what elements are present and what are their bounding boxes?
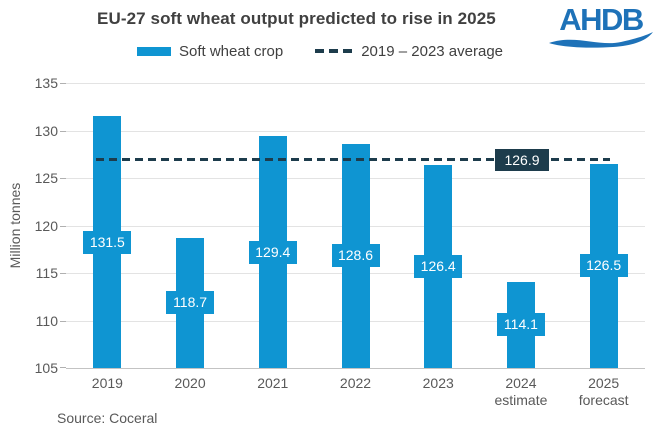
legend-bar-label: Soft wheat crop (178, 42, 284, 60)
legend-dash-swatch (315, 49, 354, 53)
x-axis-label: 2019 (65, 375, 149, 392)
x-axis-label: 2025 forecast (562, 375, 646, 409)
x-axis-label-line1: 2025 (588, 375, 620, 391)
y-axis-title: Million tonnes (7, 182, 23, 269)
average-line (96, 158, 610, 162)
legend-average-label: 2019 – 2023 average (361, 42, 504, 60)
average-line-label: 126.9 (495, 148, 549, 171)
y-tick (60, 367, 66, 368)
legend: Soft wheat crop 2019 – 2023 average (0, 42, 640, 60)
x-axis-label-line1: 2020 (174, 375, 206, 391)
bar-value-label: 118.7 (166, 291, 215, 315)
bar-value-label: 128.6 (331, 244, 380, 268)
y-tick-label: 105 (34, 360, 58, 376)
y-tick (60, 273, 66, 274)
x-axis-label-line1: 2021 (257, 375, 289, 391)
y-axis: 135 130 125 120 115 110 105 (24, 75, 58, 376)
x-axis-label: 2022 (314, 375, 398, 392)
x-axis-label: 2021 (231, 375, 315, 392)
y-tick (60, 83, 66, 84)
bar-value-label: 114.1 (496, 313, 545, 337)
x-axis-label-line2: estimate (494, 392, 548, 408)
y-tick (60, 178, 66, 179)
x-axis-label: 2024 estimate (479, 375, 563, 409)
ahdb-swoosh-icon (549, 32, 653, 48)
y-tick (60, 320, 66, 322)
x-axis-label-line2: forecast (578, 392, 629, 408)
x-axis-label-line1: 2024 (505, 375, 537, 391)
ahdb-logo: AHDB (545, 2, 657, 48)
y-tick-label: 115 (35, 265, 58, 281)
x-axis-label: 2023 (396, 375, 480, 392)
x-axis-label: 2020 (148, 375, 232, 392)
ahdb-logo-text: AHDB (559, 2, 644, 37)
y-tick (60, 130, 66, 132)
legend-item-average: 2019 – 2023 average (315, 43, 503, 60)
bar-value-label: 131.5 (83, 230, 132, 254)
bar-value-label: 126.5 (579, 254, 628, 278)
y-tick-label: 120 (34, 217, 58, 234)
bar-value-label: 126.4 (414, 254, 463, 278)
x-axis-label-line1: 2022 (339, 375, 372, 391)
y-tick-label: 135 (34, 75, 58, 91)
x-axis-label-line1: 2019 (91, 375, 123, 391)
y-tick-label: 130 (34, 122, 58, 139)
bar-value-label: 129.4 (248, 240, 297, 264)
legend-item-bar: Soft wheat crop (136, 42, 284, 60)
source-note: Source: Coceral (57, 410, 158, 426)
y-tick (60, 225, 66, 227)
chart-title: EU-27 soft wheat output predicted to ris… (97, 9, 496, 28)
gridline (66, 130, 645, 132)
x-axis-label-line1: 2023 (422, 375, 454, 391)
plot-area: 131.5 2019 118.7 2020 129.4 2021 128.6 2022 126.… (60, 83, 645, 408)
y-tick-label: 125 (34, 170, 58, 186)
legend-bar-swatch (136, 46, 171, 56)
y-tick-label: 110 (35, 312, 58, 329)
gridline (66, 83, 645, 84)
